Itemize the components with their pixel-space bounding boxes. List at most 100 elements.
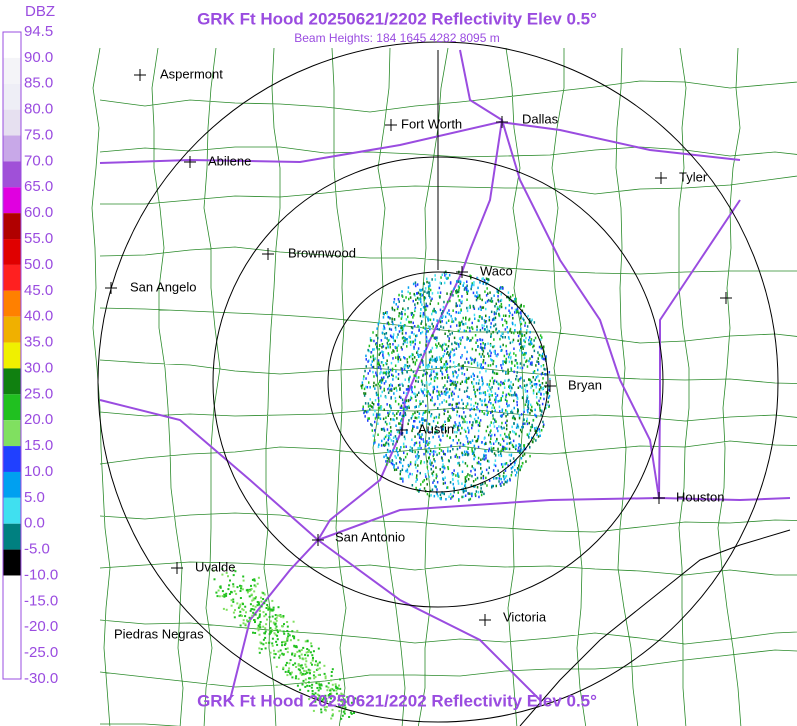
echo bbox=[381, 390, 383, 394]
echo bbox=[472, 467, 475, 470]
echo bbox=[393, 301, 395, 304]
colorbar-label: 85.0 bbox=[24, 75, 53, 92]
echo bbox=[489, 291, 491, 294]
echo bbox=[508, 309, 510, 312]
echo bbox=[481, 403, 483, 407]
echo bbox=[394, 364, 397, 367]
echo bbox=[409, 461, 412, 464]
echo bbox=[498, 454, 500, 457]
echo bbox=[524, 390, 527, 393]
echo bbox=[232, 583, 235, 586]
echo bbox=[343, 704, 346, 707]
echo bbox=[372, 413, 375, 416]
echo bbox=[387, 411, 389, 415]
city-label: Tyler bbox=[679, 169, 708, 184]
echo bbox=[434, 359, 436, 363]
echo bbox=[375, 413, 378, 416]
echo bbox=[538, 388, 541, 391]
echo bbox=[466, 326, 469, 329]
echo bbox=[520, 465, 523, 468]
echo bbox=[422, 313, 425, 316]
echo bbox=[482, 359, 485, 362]
echo bbox=[272, 608, 275, 611]
echo bbox=[530, 320, 532, 323]
echo bbox=[423, 298, 425, 301]
echo bbox=[426, 280, 428, 284]
echo bbox=[286, 647, 289, 650]
echo bbox=[490, 335, 492, 338]
echo bbox=[458, 324, 461, 327]
echo bbox=[383, 427, 385, 431]
echo bbox=[316, 662, 319, 665]
echo bbox=[431, 450, 433, 454]
echo bbox=[248, 589, 251, 592]
echo bbox=[529, 318, 531, 321]
echo bbox=[458, 414, 461, 418]
echo bbox=[490, 344, 492, 347]
echo bbox=[545, 391, 548, 394]
echo bbox=[526, 433, 529, 436]
echo bbox=[494, 392, 497, 395]
echo bbox=[402, 464, 404, 468]
echo bbox=[516, 471, 518, 474]
city-marker bbox=[496, 116, 508, 128]
echo bbox=[379, 372, 381, 375]
echo bbox=[409, 343, 412, 346]
echo bbox=[389, 343, 391, 346]
echo bbox=[489, 364, 492, 367]
echo bbox=[425, 477, 428, 481]
echo bbox=[392, 357, 394, 360]
echo bbox=[403, 339, 405, 343]
echo bbox=[254, 621, 256, 623]
echo bbox=[534, 383, 537, 386]
echo bbox=[441, 371, 443, 374]
echo bbox=[307, 668, 310, 671]
echo bbox=[291, 652, 294, 655]
echo bbox=[278, 614, 281, 617]
echo bbox=[394, 400, 397, 403]
echo bbox=[526, 394, 529, 398]
echo bbox=[437, 291, 439, 294]
echo bbox=[422, 413, 424, 416]
echo bbox=[477, 293, 479, 297]
echo bbox=[492, 469, 495, 472]
echo bbox=[379, 413, 381, 416]
echo bbox=[466, 350, 468, 354]
echo bbox=[515, 447, 517, 451]
echo bbox=[433, 387, 436, 390]
echo bbox=[431, 312, 433, 316]
echo bbox=[389, 334, 392, 337]
echo bbox=[383, 371, 385, 374]
echo bbox=[394, 454, 396, 458]
echo bbox=[436, 377, 439, 380]
echo bbox=[535, 376, 538, 379]
echo bbox=[492, 403, 494, 407]
echo bbox=[395, 456, 397, 460]
echo bbox=[510, 474, 513, 477]
echo bbox=[413, 443, 416, 447]
echo bbox=[511, 394, 513, 397]
echo bbox=[453, 486, 455, 490]
echo bbox=[474, 494, 477, 498]
echo bbox=[516, 307, 519, 310]
echo bbox=[486, 459, 489, 463]
echo bbox=[385, 373, 387, 376]
echo bbox=[392, 335, 394, 339]
echo bbox=[317, 674, 320, 676]
echo bbox=[259, 609, 261, 612]
echo bbox=[451, 473, 454, 477]
echo bbox=[489, 440, 491, 444]
echo bbox=[426, 330, 428, 333]
echo bbox=[387, 414, 390, 417]
echo bbox=[264, 613, 267, 616]
echo bbox=[501, 318, 503, 321]
echo bbox=[270, 630, 273, 633]
echo bbox=[360, 384, 362, 388]
echo bbox=[380, 379, 382, 382]
echo bbox=[319, 687, 322, 690]
echo bbox=[344, 701, 347, 703]
echo bbox=[494, 433, 496, 437]
echo bbox=[370, 351, 373, 354]
echo bbox=[506, 413, 509, 416]
echo bbox=[264, 632, 266, 635]
